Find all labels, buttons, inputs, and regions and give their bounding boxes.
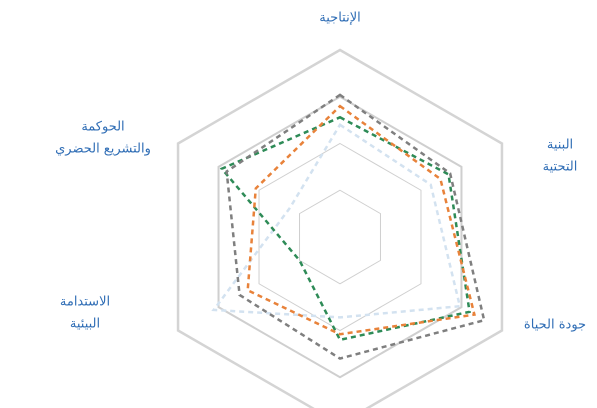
series-line [225,93,486,360]
axis-label: جودة الحياة [524,318,586,333]
axis-label: الإنتاجية [319,11,360,26]
series-line [211,123,462,319]
grid-ring [299,189,381,285]
grid-ring [176,48,504,408]
axis-label: الاستدامة [60,295,110,310]
axis-label: والتشريع الحضري [55,142,151,157]
grid-ring [258,142,422,332]
series-line [219,115,471,342]
axis-label: الحوكمة [81,120,124,135]
series-line [246,104,476,336]
axis-label: البنية [547,138,573,153]
axis-label: التحتية [543,160,578,175]
axis-label: البيئية [70,317,100,332]
grid-ring [217,95,463,379]
